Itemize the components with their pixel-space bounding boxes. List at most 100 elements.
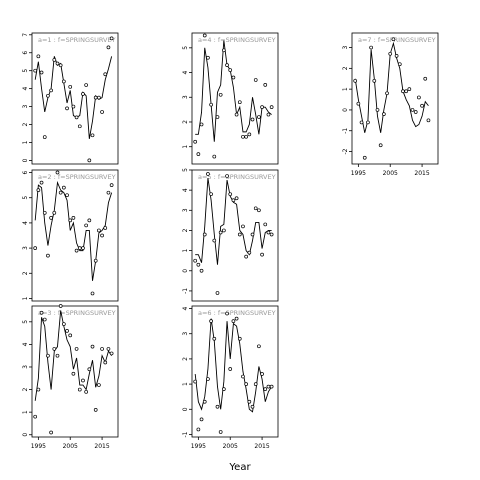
observation-point — [71, 371, 76, 376]
observation-point — [106, 45, 111, 50]
observation-point — [212, 336, 217, 341]
x-tick-label: 2005 — [223, 443, 238, 450]
observation-point — [42, 317, 47, 322]
observation-point — [237, 100, 242, 105]
observation-point — [215, 115, 220, 119]
observation-point — [65, 193, 69, 198]
fitted-line — [34, 310, 112, 401]
observation-point — [407, 87, 412, 91]
observation-point — [74, 115, 79, 120]
observation-point — [58, 190, 63, 195]
observation-point — [257, 344, 261, 349]
observation-point — [33, 246, 38, 250]
panel-7: a=7 : f=SPRINGSURVEY -2 -1 0 1 2 3 1995 2005 2015 — [342, 32, 439, 177]
y-tick-label: 0 — [182, 407, 189, 411]
observation-point — [237, 232, 242, 237]
y-tick-label: 1 — [22, 140, 29, 144]
observation-point — [90, 133, 95, 138]
observation-point — [378, 143, 383, 148]
observation-point — [84, 389, 88, 394]
observation-point — [206, 55, 210, 60]
observation-point — [206, 172, 210, 176]
observation-point — [202, 232, 207, 237]
observation-point — [231, 319, 236, 323]
observation-point — [62, 322, 66, 326]
y-tick-label: 7 — [22, 33, 29, 37]
observation-point — [106, 190, 111, 195]
observation-point — [202, 399, 207, 404]
y-tick-label: 4 — [182, 70, 189, 74]
y-tick-label: 0 — [22, 158, 29, 162]
observation-point — [52, 58, 57, 62]
observation-point — [244, 254, 248, 259]
observation-point — [49, 88, 53, 93]
x-tick-label: 2015 — [414, 170, 429, 177]
observation-point — [52, 210, 57, 215]
observation-point — [100, 110, 104, 114]
observation-point — [228, 192, 233, 197]
observation-point — [250, 404, 255, 409]
y-tick-label: -2 — [342, 148, 349, 154]
observation-point — [369, 45, 373, 50]
observation-point — [212, 238, 217, 243]
observation-point — [241, 374, 245, 379]
observation-point — [93, 258, 98, 263]
panel-6: a=6 : f=SPRINGSURVEY -1 0 1 2 3 4 1995 2005 2015 — [182, 305, 279, 450]
observation-point — [247, 250, 252, 255]
x-axis-title: Year — [228, 462, 251, 473]
observation-point — [218, 230, 223, 235]
observation-point — [58, 304, 63, 308]
observation-point — [109, 183, 114, 187]
y-tick-label: 4 — [22, 221, 29, 225]
observation-point — [193, 379, 198, 384]
observation-point — [244, 134, 248, 139]
panel-strip-label: a=3 : f=SPRINGSURVEY — [38, 309, 116, 317]
y-tick-label: 1 — [22, 410, 29, 414]
y-tick-label: 5 — [22, 320, 29, 324]
observation-point — [225, 174, 229, 178]
observation-point — [215, 404, 220, 409]
panel-5: a=5 : f=SPRINGSURVEY -1 0 1 2 3 4 5 — [182, 168, 279, 302]
observation-point — [84, 83, 88, 87]
y-tick-label: 2 — [342, 66, 349, 70]
y-tick-label: 4 — [182, 306, 189, 310]
observation-point — [225, 63, 229, 67]
observation-point — [362, 155, 367, 160]
observation-point — [46, 253, 50, 258]
observation-point — [388, 51, 393, 56]
observation-point — [87, 218, 92, 223]
observation-point — [77, 387, 82, 392]
observation-point — [250, 117, 255, 122]
panel-strip-label: a=5 : f=SPRINGSURVEY — [198, 173, 276, 181]
observation-point — [196, 152, 201, 156]
observation-point — [260, 252, 264, 257]
observation-point — [46, 353, 50, 358]
observation-point — [241, 224, 245, 229]
observation-point — [215, 291, 220, 295]
observation-point — [237, 336, 242, 341]
fitted-line — [195, 177, 272, 265]
observation-point — [410, 108, 415, 112]
observation-point — [55, 353, 60, 358]
observation-point — [84, 223, 88, 228]
y-tick-label: 1 — [22, 296, 29, 300]
observation-point — [401, 89, 405, 94]
observation-point — [209, 319, 213, 323]
y-tick-label: -1 — [342, 128, 349, 134]
observation-point — [417, 95, 421, 100]
observation-point — [196, 427, 201, 432]
observation-point — [42, 210, 47, 215]
y-tick-label: 5 — [182, 46, 189, 50]
observation-point — [100, 233, 104, 238]
observation-point — [253, 382, 258, 386]
observation-point — [103, 226, 108, 230]
observation-point — [218, 430, 223, 434]
panel-frame — [31, 169, 119, 302]
y-tick-label: 2 — [22, 122, 29, 126]
y-tick-label: 1 — [342, 87, 349, 91]
observation-point — [81, 92, 85, 96]
observation-point — [39, 70, 44, 75]
y-tick-label: -1 — [182, 431, 189, 437]
observation-point — [260, 372, 264, 376]
observation-point — [247, 399, 252, 404]
